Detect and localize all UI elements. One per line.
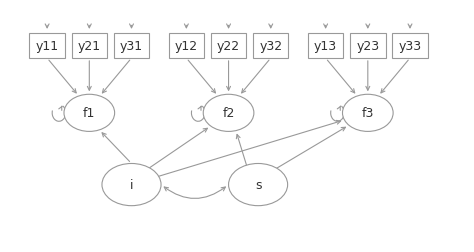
Text: y33: y33 (399, 40, 421, 53)
Text: y11: y11 (36, 40, 59, 53)
Ellipse shape (343, 95, 393, 132)
FancyBboxPatch shape (253, 34, 289, 59)
FancyBboxPatch shape (114, 34, 149, 59)
FancyBboxPatch shape (29, 34, 65, 59)
Text: f3: f3 (362, 107, 374, 120)
Text: f1: f1 (83, 107, 95, 120)
Text: y12: y12 (175, 40, 198, 53)
Text: y21: y21 (78, 40, 101, 53)
Ellipse shape (203, 95, 254, 132)
Ellipse shape (228, 164, 288, 206)
Text: y22: y22 (217, 40, 240, 53)
Text: y23: y23 (356, 40, 379, 53)
Ellipse shape (102, 164, 161, 206)
Text: f2: f2 (222, 107, 235, 120)
FancyBboxPatch shape (72, 34, 107, 59)
FancyBboxPatch shape (308, 34, 343, 59)
FancyBboxPatch shape (211, 34, 246, 59)
Text: s: s (255, 178, 261, 191)
Ellipse shape (64, 95, 115, 132)
FancyBboxPatch shape (392, 34, 428, 59)
FancyBboxPatch shape (169, 34, 204, 59)
Text: y13: y13 (314, 40, 337, 53)
FancyBboxPatch shape (350, 34, 385, 59)
Text: i: i (130, 178, 133, 191)
Text: y32: y32 (259, 40, 283, 53)
Text: y31: y31 (120, 40, 143, 53)
